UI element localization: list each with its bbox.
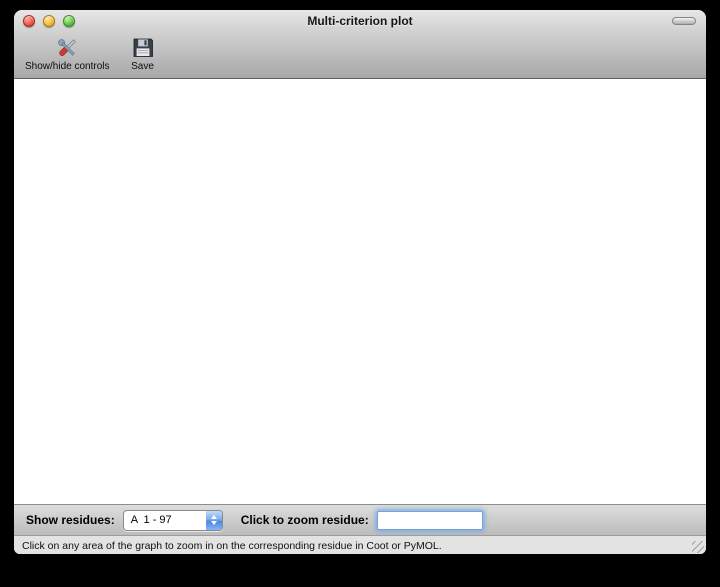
multi-criterion-plot-window: Multi-criterion plot bbox=[14, 10, 706, 554]
toolbar-item-label: Save bbox=[131, 61, 154, 72]
chain-range-select[interactable]: A 1 - 97 bbox=[122, 509, 223, 531]
show-hide-controls-button[interactable]: Show/hide controls bbox=[20, 33, 115, 73]
save-button[interactable]: Save bbox=[125, 33, 161, 73]
stepper-arrows-icon bbox=[205, 510, 222, 530]
controls-bar: Show residues: A 1 - 97 Click to zoom re… bbox=[14, 504, 706, 535]
save-icon bbox=[130, 34, 156, 61]
window-title: Multi-criterion plot bbox=[307, 14, 413, 28]
zoom-residue-label: Click to zoom residue: bbox=[240, 513, 369, 527]
tools-icon bbox=[54, 34, 80, 61]
toolbar-item-label: Show/hide controls bbox=[25, 61, 110, 72]
show-residues-label: Show residues: bbox=[26, 513, 115, 527]
close-button[interactable] bbox=[23, 15, 35, 27]
traffic-lights bbox=[23, 15, 75, 27]
zoom-residue-input[interactable] bbox=[376, 510, 483, 530]
minimize-button[interactable] bbox=[43, 15, 55, 27]
status-text: Click on any area of the graph to zoom i… bbox=[22, 539, 442, 552]
toolbar: Show/hide controls Save bbox=[14, 32, 706, 78]
toolbar-toggle-button[interactable] bbox=[672, 17, 696, 25]
resize-grip[interactable] bbox=[692, 541, 704, 553]
window-chrome: Multi-criterion plot bbox=[14, 10, 706, 79]
titlebar[interactable]: Multi-criterion plot bbox=[14, 10, 706, 32]
figure-canvas[interactable] bbox=[14, 79, 706, 504]
chain-range-value: A 1 - 97 bbox=[130, 513, 172, 526]
status-bar: Click on any area of the graph to zoom i… bbox=[14, 535, 706, 554]
zoom-button[interactable] bbox=[63, 15, 75, 27]
